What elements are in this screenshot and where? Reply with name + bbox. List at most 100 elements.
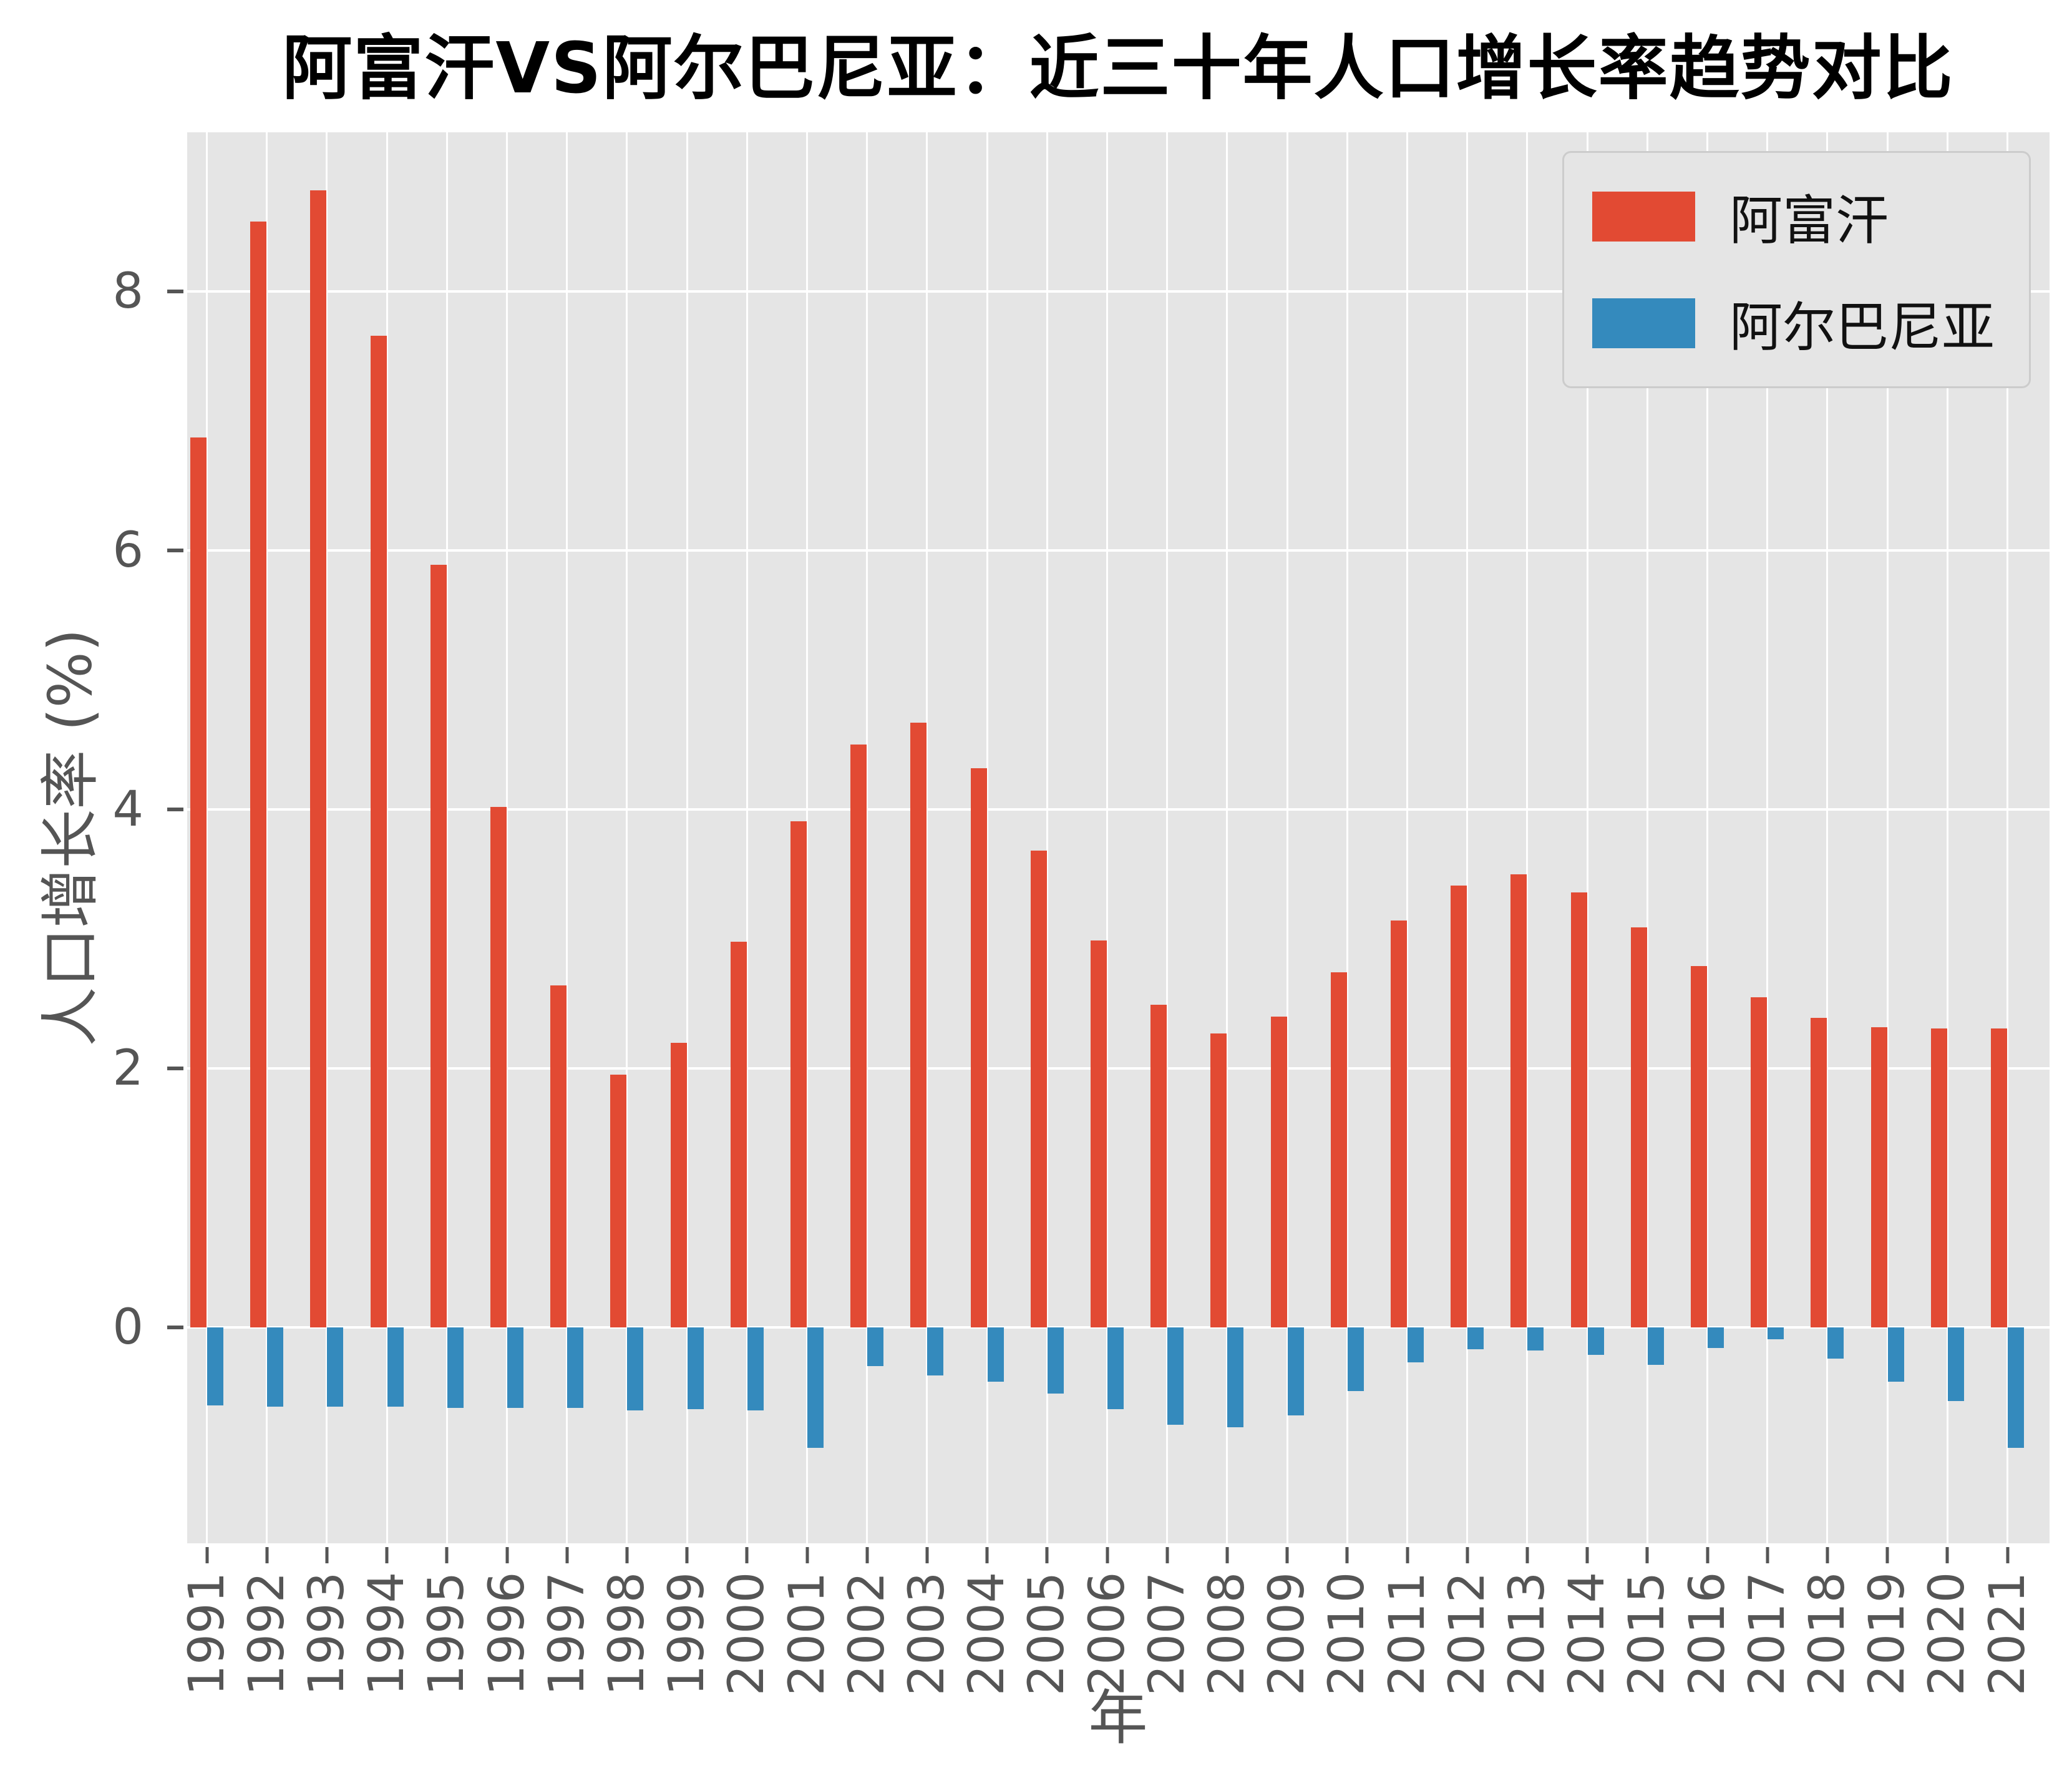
xtick-label-2000: 2000 [719,1571,776,1696]
ytick-label-4: 4 [112,781,143,838]
ytick-mark-6 [167,549,183,552]
gridline-x-1991 [206,132,208,1543]
bar-albania-2018 [1827,1327,1844,1359]
xtick-mark-2010 [1345,1547,1349,1563]
bar-albania-2010 [1347,1327,1364,1391]
bar-afghanistan-2017 [1751,997,1768,1327]
bar-afghanistan-1991 [190,437,207,1327]
gridline-x-2008 [1226,132,1228,1543]
xtick-label-1998: 1998 [598,1571,655,1696]
xtick-mark-2003 [925,1547,929,1563]
bar-albania-2006 [1107,1327,1124,1409]
xtick-mark-1993 [325,1547,329,1563]
xtick-mark-2020 [1945,1547,1949,1563]
gridline-x-1997 [566,132,568,1543]
xtick-label-1997: 1997 [538,1571,595,1696]
xtick-mark-1998 [625,1547,629,1563]
xtick-mark-1991 [205,1547,208,1563]
bar-albania-1992 [267,1327,284,1407]
xtick-label-2002: 2002 [839,1571,895,1696]
xtick-label-1993: 1993 [298,1571,355,1696]
gridline-x-2009 [1286,132,1288,1543]
bar-afghanistan-2004 [970,768,987,1327]
bar-albania-2017 [1768,1327,1784,1339]
xtick-label-2014: 2014 [1559,1571,1616,1696]
gridline-x-2017 [1766,132,1769,1543]
bar-afghanistan-1993 [310,190,327,1327]
legend-item-afghanistan: 阿富汗 [1592,178,1995,255]
xtick-label-1991: 1991 [178,1571,235,1696]
bar-afghanistan-1999 [670,1042,687,1327]
gridline-x-2000 [746,132,748,1543]
xtick-label-2003: 2003 [898,1571,955,1696]
bar-albania-2007 [1167,1327,1184,1425]
bar-albania-2002 [867,1327,884,1367]
gridline-x-2016 [1706,132,1708,1543]
xtick-mark-2005 [1045,1547,1049,1563]
bar-afghanistan-2007 [1150,1005,1167,1327]
xtick-label-2020: 2020 [1919,1571,1976,1696]
gridline-y-6 [187,549,2050,552]
gridline-x-2005 [1046,132,1048,1543]
bar-albania-2008 [1227,1327,1244,1427]
gridline-x-2006 [1106,132,1108,1543]
xtick-mark-2000 [745,1547,749,1563]
gridline-x-1995 [445,132,448,1543]
gridline-x-1999 [686,132,688,1543]
bar-albania-2021 [2008,1327,2024,1448]
bar-afghanistan-2005 [1030,851,1047,1327]
gridline-y-8 [187,290,2050,293]
bar-albania-2012 [1467,1327,1484,1350]
xtick-mark-2019 [1885,1547,1889,1563]
xtick-label-2001: 2001 [779,1571,835,1696]
gridline-x-2020 [1946,132,1948,1543]
bar-afghanistan-1998 [610,1075,627,1327]
ytick-label-6: 6 [112,522,143,579]
bar-albania-2015 [1647,1327,1664,1365]
xtick-mark-2007 [1165,1547,1169,1563]
gridline-x-2012 [1466,132,1469,1543]
bar-albania-1997 [567,1327,584,1408]
xtick-mark-1997 [565,1547,569,1563]
xtick-mark-2011 [1406,1547,1409,1563]
gridline-x-2018 [1826,132,1829,1543]
xtick-mark-1994 [385,1547,389,1563]
bar-albania-1999 [687,1327,704,1409]
xtick-mark-2001 [805,1547,809,1563]
xtick-label-1994: 1994 [359,1571,416,1696]
gridline-x-2007 [1166,132,1169,1543]
bar-afghanistan-2014 [1570,892,1587,1327]
xtick-mark-2018 [1826,1547,1829,1563]
bar-albania-2005 [1047,1327,1064,1394]
xtick-mark-2008 [1225,1547,1229,1563]
legend: 阿富汗 阿尔巴尼亚 [1562,151,2031,388]
xtick-label-1995: 1995 [419,1571,475,1696]
x-axis-label: 年 [1088,1684,1148,1753]
xtick-mark-1999 [685,1547,689,1563]
xtick-label-1999: 1999 [659,1571,716,1696]
legend-item-albania: 阿尔巴尼亚 [1592,285,1995,361]
xtick-label-2010: 2010 [1319,1571,1376,1696]
xtick-mark-2004 [985,1547,989,1563]
ytick-mark-2 [167,1067,183,1070]
xtick-mark-2006 [1106,1547,1109,1563]
bar-albania-1996 [507,1327,523,1408]
bar-albania-2011 [1408,1327,1424,1363]
xtick-label-2015: 2015 [1619,1571,1676,1696]
bar-albania-2019 [1887,1327,1904,1382]
bar-afghanistan-2006 [1091,940,1107,1327]
gridline-x-2013 [1526,132,1529,1543]
gridline-y-4 [187,808,2050,811]
gridline-x-2003 [926,132,928,1543]
bar-afghanistan-2010 [1330,972,1347,1327]
bar-afghanistan-1997 [550,985,567,1327]
bar-albania-1995 [447,1327,464,1408]
bar-afghanistan-2011 [1391,921,1407,1327]
bar-afghanistan-2021 [1991,1028,2007,1327]
xtick-label-2013: 2013 [1499,1571,1555,1696]
gridline-x-1994 [386,132,388,1543]
bar-afghanistan-2013 [1510,874,1527,1327]
bar-albania-1998 [627,1327,644,1410]
bar-albania-2016 [1708,1327,1724,1349]
